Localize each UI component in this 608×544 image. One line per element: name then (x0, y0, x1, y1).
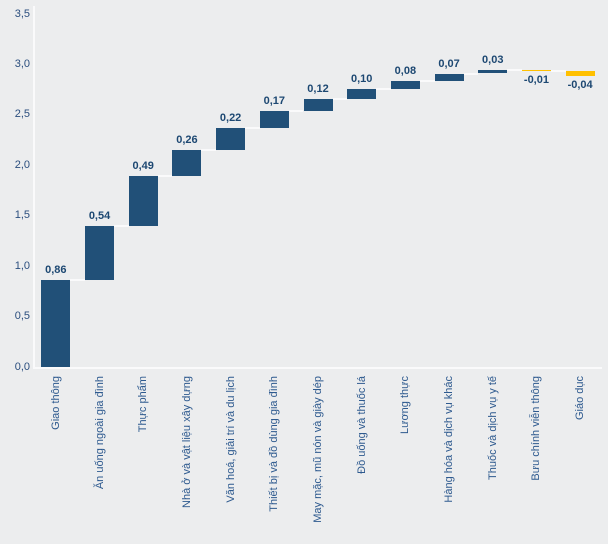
bar-value-label: 0,12 (307, 82, 329, 95)
waterfall-bar-positive (216, 127, 246, 151)
bar-value-label: 0,08 (394, 64, 417, 77)
category-label: Đồ uống và thuốc lá (355, 376, 368, 474)
category-label: May mặc, mũ nón và giày dép (312, 376, 324, 523)
waterfall-bar-positive (478, 70, 508, 74)
connector-line (507, 69, 522, 72)
connector-line (419, 79, 435, 82)
connector-line (288, 109, 304, 112)
y-axis-line (33, 6, 35, 368)
y-axis-tick-label: 3,5 (14, 7, 30, 20)
waterfall-bar-positive (128, 176, 158, 226)
y-axis-tick-label: 0,0 (14, 360, 30, 373)
connector-line (70, 279, 86, 282)
bar-value-label: -0,04 (567, 78, 593, 91)
connector-line (332, 97, 348, 100)
connector-line (550, 70, 566, 73)
y-axis-tick-label: 1,5 (14, 209, 30, 222)
category-label: Văn hoá, giải trí và du lịch (224, 376, 237, 503)
connector-line (157, 175, 173, 178)
y-axis-tick-label: 0,5 (14, 310, 30, 323)
category-label: Lương thực (399, 376, 412, 435)
waterfall-bar-positive (259, 110, 289, 128)
category-label: Ăn uống ngoài gia đình (93, 376, 106, 490)
category-label: Giao thông (49, 376, 62, 430)
category-label: Hàng hóa và dịch vụ khác (443, 376, 456, 503)
bar-value-label: 0,49 (132, 160, 154, 173)
connector-line (376, 87, 391, 90)
waterfall-bar-positive (172, 150, 202, 177)
y-axis-tick-label: 3,0 (14, 57, 30, 70)
bar-value-label: 0,07 (438, 57, 460, 70)
waterfall-bar-negative (521, 70, 551, 72)
connector-line (245, 126, 260, 129)
category-label: Nhà ở và vật liệu xây dựng (180, 376, 193, 508)
y-axis-tick-label: 1,0 (14, 259, 30, 272)
waterfall-bar-positive (85, 225, 115, 281)
category-label: Giáo dục (574, 376, 587, 421)
bar-value-label: 0,17 (263, 94, 285, 107)
waterfall-bar-positive (303, 98, 333, 111)
waterfall-bar-positive (434, 73, 464, 81)
x-axis-line (33, 367, 602, 369)
waterfall-bar-positive (347, 88, 377, 99)
category-label: Thuốc và dịch vụ y tế (486, 376, 499, 480)
category-label: Thực phẩm (137, 376, 150, 433)
waterfall-bar-positive (390, 80, 420, 89)
waterfall-bar-positive (41, 280, 71, 367)
bar-value-label: 0,03 (482, 54, 504, 67)
category-label: Thiết bị và đồ dùng gia đình (268, 376, 281, 512)
bar-value-label: -0,01 (523, 74, 549, 87)
bar-value-label: 0,26 (176, 134, 198, 147)
waterfall-bar-negative (565, 71, 595, 76)
bar-value-label: 0,54 (88, 209, 111, 222)
connector-line (114, 224, 129, 227)
bar-value-label: 0,10 (350, 72, 373, 85)
bar-value-label: 0,22 (219, 111, 242, 124)
bar-value-label: 0,86 (45, 264, 67, 277)
y-axis-tick-label: 2,0 (14, 158, 30, 171)
y-axis-tick-label: 2,5 (14, 108, 30, 121)
connector-line (201, 149, 217, 152)
connector-line (463, 72, 479, 75)
category-label: Bưu chính viễn thông (530, 376, 543, 481)
